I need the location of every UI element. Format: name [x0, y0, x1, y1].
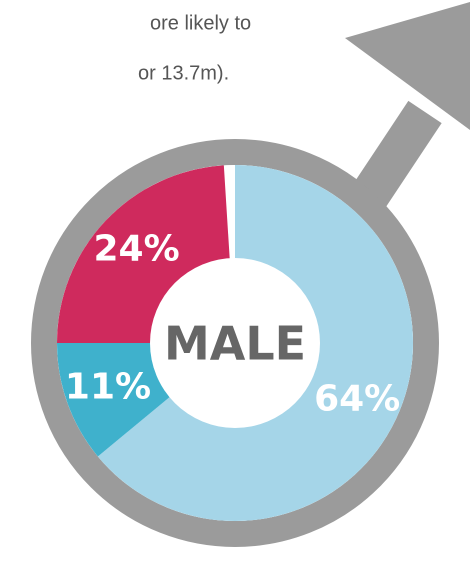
slice-label: 24%: [94, 229, 180, 270]
hole: [150, 258, 320, 428]
arrow-head: [345, 2, 470, 130]
slice-label: 64%: [314, 378, 400, 419]
annotation: or 13.7m).: [138, 62, 229, 84]
ring: [31, 139, 439, 547]
annotation: ore likely to: [150, 12, 251, 34]
center-label: MALE: [164, 317, 306, 371]
slice-label: 11%: [65, 367, 151, 408]
